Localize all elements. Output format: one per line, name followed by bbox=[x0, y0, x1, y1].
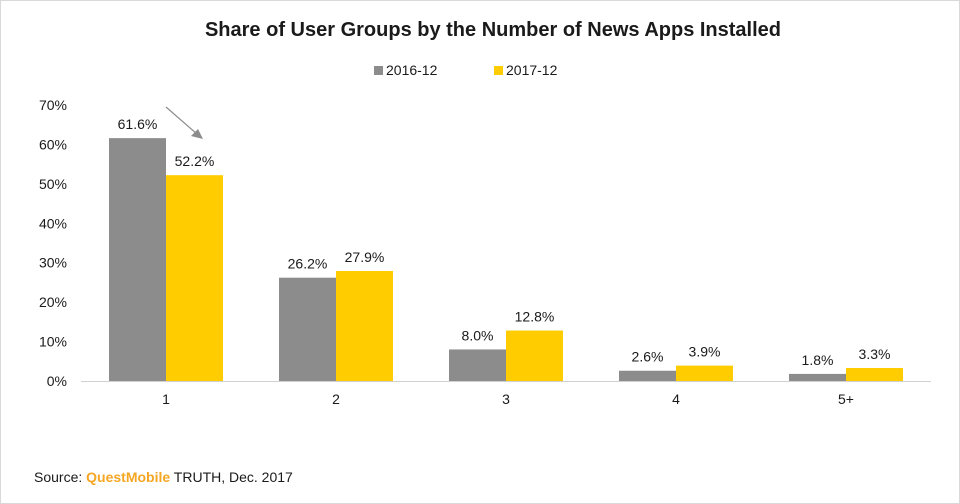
bar-2016-12-2 bbox=[279, 277, 336, 381]
x-tick-label: 3 bbox=[502, 391, 510, 407]
legend-swatch-2017-12 bbox=[494, 66, 503, 75]
data-label-2017-12-1: 52.2% bbox=[175, 153, 215, 169]
legend-swatch-2016-12 bbox=[374, 66, 383, 75]
data-label-2017-12-2: 27.9% bbox=[345, 249, 385, 265]
x-tick-label: 2 bbox=[332, 391, 340, 407]
data-label-2016-12-5+: 1.8% bbox=[802, 352, 834, 368]
y-tick-label: 10% bbox=[39, 334, 67, 350]
x-tick-label: 4 bbox=[672, 391, 680, 407]
bar-2016-12-4 bbox=[619, 370, 676, 381]
data-label-2016-12-3: 8.0% bbox=[462, 327, 494, 343]
data-label-2016-12-2: 26.2% bbox=[288, 256, 328, 272]
legend: 2016-12 2017-12 bbox=[374, 62, 558, 78]
bar-2017-12-5+ bbox=[846, 367, 903, 381]
data-label-2017-12-5+: 3.3% bbox=[859, 346, 891, 362]
x-tick-label: 5+ bbox=[838, 391, 854, 407]
y-tick-label: 70% bbox=[39, 97, 67, 113]
y-axis: 0% 10% 20% 30% 40% 50% 60% 70% bbox=[39, 97, 67, 389]
bar-2016-12-3 bbox=[449, 349, 506, 381]
y-tick-label: 20% bbox=[39, 294, 67, 310]
y-tick-label: 30% bbox=[39, 255, 67, 271]
bar-2017-12-4 bbox=[676, 365, 733, 381]
data-label-2016-12-4: 2.6% bbox=[632, 349, 664, 365]
bar-2016-12-1 bbox=[109, 138, 166, 381]
source-suffix: TRUTH, Dec. 2017 bbox=[170, 469, 293, 485]
data-label-2017-12-3: 12.8% bbox=[515, 309, 555, 325]
bars: 61.6% 52.2% 26.2% 27.9% 8.0% 12.8% 2.6% 3.9% 1.8… bbox=[109, 116, 903, 381]
x-tick-label: 1 bbox=[162, 391, 170, 407]
y-tick-label: 0% bbox=[47, 373, 67, 389]
source-note: Source: QuestMobile TRUTH, Dec. 2017 bbox=[34, 469, 293, 485]
chart-title: Share of User Groups by the Number of Ne… bbox=[205, 19, 781, 41]
annotation-arrow-line bbox=[165, 106, 198, 135]
y-tick-label: 50% bbox=[39, 176, 67, 192]
bar-2017-12-3 bbox=[506, 330, 563, 381]
y-tick-label: 60% bbox=[39, 136, 67, 152]
legend-label-2016-12: 2016-12 bbox=[386, 62, 438, 78]
source-prefix: Source: bbox=[34, 469, 87, 485]
annotation-arrow-head bbox=[191, 129, 203, 139]
legend-label-2017-12: 2017-12 bbox=[506, 62, 558, 78]
bar-2017-12-1 bbox=[166, 175, 223, 381]
data-label-2017-12-4: 3.9% bbox=[689, 344, 721, 360]
source-brand: QuestMobile bbox=[86, 469, 171, 485]
bar-2017-12-2 bbox=[336, 270, 393, 381]
bar-2016-12-5+ bbox=[789, 373, 846, 381]
y-tick-label: 40% bbox=[39, 215, 67, 231]
data-label-2016-12-1: 61.6% bbox=[118, 116, 158, 132]
x-axis: 1 2 3 4 5+ bbox=[81, 381, 931, 407]
annotation bbox=[165, 106, 203, 139]
